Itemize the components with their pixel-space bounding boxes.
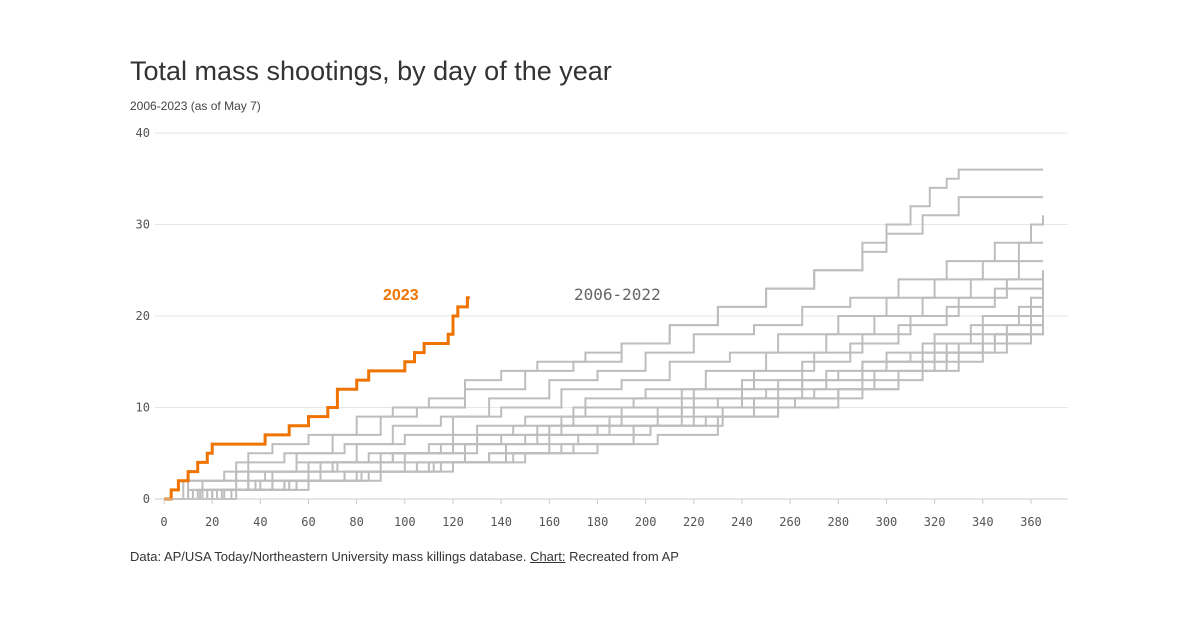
chart-subtitle: 2006-2023 (as of May 7)	[130, 99, 261, 113]
x-tick-label-200: 200	[635, 515, 657, 529]
history-series-line-14	[164, 316, 1044, 500]
history-series-line-5	[164, 270, 1044, 500]
history-series-line-13	[164, 325, 1044, 500]
y-tick-label-0: 0	[143, 492, 150, 506]
source-text: Data: AP/USA Today/Northeastern Universi…	[130, 549, 531, 564]
history-series-layer	[164, 168, 1044, 500]
x-tick-label-360: 360	[1020, 515, 1042, 529]
y-tick-label-20: 20	[136, 309, 150, 323]
x-tick-label-0: 0	[160, 515, 167, 529]
x-tick-label-60: 60	[301, 515, 315, 529]
y-tick-label-10: 10	[136, 401, 150, 415]
x-tick-label-120: 120	[442, 515, 464, 529]
series-2023-line	[164, 296, 470, 501]
x-tick-label-240: 240	[731, 515, 753, 529]
y-tick-label-30: 30	[136, 218, 150, 232]
chart-source-note: Data: AP/USA Today/Northeastern Universi…	[130, 549, 679, 564]
history-series-line-3	[164, 241, 1043, 500]
chart-credit-link[interactable]: Chart:	[530, 549, 566, 564]
history-series-line-11	[164, 325, 1044, 500]
x-tick-label-220: 220	[683, 515, 705, 529]
chart-title: Total mass shootings, by day of the year	[130, 56, 612, 86]
series-label-2006-2022: 2006-2022	[574, 285, 661, 304]
x-tick-label-280: 280	[827, 515, 849, 529]
highlight-series-layer	[164, 296, 470, 501]
x-tick-label-320: 320	[924, 515, 946, 529]
y-tick-label-40: 40	[136, 126, 150, 140]
axis-layer: 0 10 20 30 40 0 20 40 60 80 100 120 140 160 180 200 220 2…	[136, 126, 1068, 529]
x-tick-label-80: 80	[349, 515, 363, 529]
grid-layer	[155, 132, 1068, 408]
history-series-line-1	[164, 196, 1043, 500]
history-series-line-0	[164, 168, 1043, 500]
x-tick-label-100: 100	[394, 515, 416, 529]
x-tick-label-260: 260	[779, 515, 801, 529]
x-tick-label-340: 340	[972, 515, 994, 529]
x-tick-label-20: 20	[205, 515, 219, 529]
history-series-line-2	[164, 215, 1044, 500]
x-tick-label-140: 140	[490, 515, 512, 529]
series-label-2023: 2023	[383, 287, 419, 304]
x-tick-label-180: 180	[587, 515, 609, 529]
chart-credit-text: Recreated from AP	[565, 549, 679, 564]
history-series-line-6	[164, 279, 1044, 500]
x-tick-label-300: 300	[876, 515, 898, 529]
x-tick-label-40: 40	[253, 515, 267, 529]
x-tick-label-160: 160	[538, 515, 560, 529]
